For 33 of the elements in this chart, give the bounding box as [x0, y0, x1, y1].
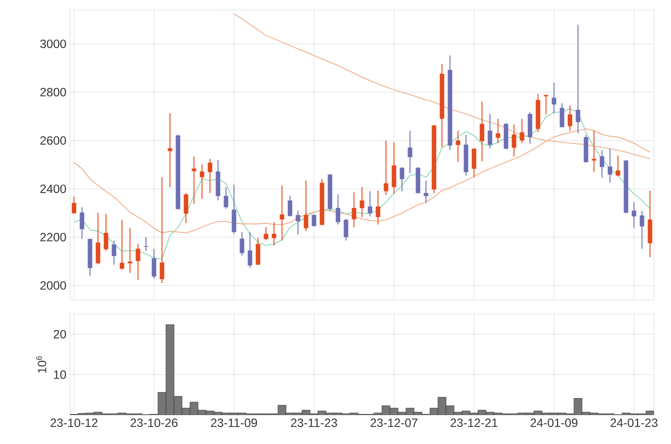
candlestick	[608, 148, 612, 184]
y-tick-label: 2000	[40, 281, 66, 290]
x-tick-label: 24-01-23	[610, 418, 658, 428]
x-tick-label: 23-10-12	[50, 418, 98, 428]
candlestick	[472, 148, 476, 178]
x-tick-label: 23-10-26	[130, 418, 178, 428]
candlestick	[496, 118, 500, 144]
y-tick-label: 2400	[40, 184, 66, 194]
x-tick-label: 23-11-23	[291, 418, 338, 428]
candlestick	[352, 192, 356, 228]
y-tick-label: 2600	[40, 136, 66, 145]
candlestick	[144, 236, 148, 252]
candlestick	[208, 158, 212, 194]
y-axis-title: 10$^{6}$	[36, 356, 46, 373]
candlestick	[168, 112, 172, 188]
y-tick-label: 2200	[40, 232, 66, 242]
x-tick-label: 24-01-09	[530, 418, 578, 428]
candlestick	[152, 248, 156, 280]
candlestick	[600, 150, 604, 178]
candlestick	[128, 227, 132, 274]
y-tick-label: 2800	[40, 88, 66, 96]
candlestick	[552, 82, 556, 114]
candlestick	[544, 94, 548, 115]
x-tick-label: 23-11-09	[211, 418, 257, 428]
candlestick	[488, 113, 492, 149]
y-tick-label: 10	[54, 370, 66, 379]
y-tick-label: 3000	[40, 40, 66, 48]
x-tick-label: 23-12-21	[450, 418, 498, 428]
y-tick-label: 20	[54, 330, 66, 338]
x-tick-label: 23-12-07	[370, 418, 418, 428]
candlestick	[96, 212, 100, 265]
candlestick	[632, 202, 636, 229]
candlestick	[248, 232, 252, 268]
